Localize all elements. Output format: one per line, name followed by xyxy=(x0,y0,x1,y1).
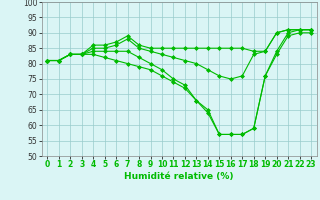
X-axis label: Humidité relative (%): Humidité relative (%) xyxy=(124,172,234,181)
